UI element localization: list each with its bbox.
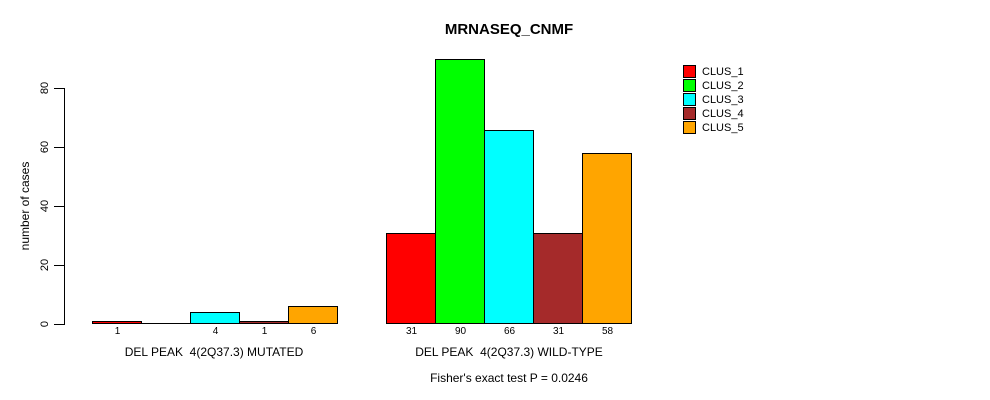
bar-CLUS_2-zero <box>141 323 191 324</box>
y-tick-mark <box>54 265 64 266</box>
bar-CLUS_3 <box>484 130 534 324</box>
y-tick-label: 40 <box>39 199 51 213</box>
y-tick-label: 0 <box>39 320 51 328</box>
legend-swatch-CLUS_5 <box>683 121 696 134</box>
bar-CLUS_2 <box>435 59 485 324</box>
bar-value-label: 31 <box>552 326 565 337</box>
bar-CLUS_3 <box>190 312 240 324</box>
bar-value-label: 1 <box>114 326 121 337</box>
legend-label-CLUS_5: CLUS_5 <box>702 122 744 134</box>
fisher-test-annotation: Fisher's exact test P = 0.0246 <box>430 371 588 385</box>
bar-CLUS_5 <box>288 306 338 324</box>
y-tick-label: 80 <box>39 81 51 95</box>
bar-CLUS_4 <box>533 233 583 324</box>
y-tick-mark <box>54 88 64 89</box>
bar-value-label: 6 <box>310 326 317 337</box>
y-tick-mark <box>54 206 64 207</box>
bar-CLUS_4 <box>239 321 289 324</box>
bar-value-label: 90 <box>454 326 467 337</box>
bar-value-label: 58 <box>601 326 614 337</box>
chart-title: MRNASEQ_CNMF <box>444 21 574 38</box>
legend-swatch-CLUS_1 <box>683 65 696 78</box>
bar-CLUS_1 <box>386 233 436 324</box>
legend-label-CLUS_2: CLUS_2 <box>702 80 744 92</box>
legend-label-CLUS_3: CLUS_3 <box>702 94 744 106</box>
legend-swatch-CLUS_4 <box>683 107 696 120</box>
legend-label-CLUS_4: CLUS_4 <box>702 108 744 120</box>
bar-CLUS_1 <box>92 321 142 324</box>
y-tick-mark <box>54 324 64 325</box>
legend-label-CLUS_1: CLUS_1 <box>702 66 744 78</box>
group-label-wild-type: DEL PEAK 4(2Q37.3) WILD-TYPE <box>415 345 603 359</box>
bar-value-label: 66 <box>503 326 516 337</box>
bar-value-label: 31 <box>405 326 418 337</box>
y-tick-label: 60 <box>39 140 51 154</box>
y-tick-label: 20 <box>39 258 51 272</box>
legend-swatch-CLUS_3 <box>683 93 696 106</box>
y-tick-mark <box>54 147 64 148</box>
y-axis-line <box>64 88 65 325</box>
bar-CLUS_5 <box>582 153 632 324</box>
group-label-mutated: DEL PEAK 4(2Q37.3) MUTATED <box>124 345 304 359</box>
legend-swatch-CLUS_2 <box>683 79 696 92</box>
bar-value-label: 1 <box>261 326 268 337</box>
y-axis-label: number of cases <box>18 161 32 251</box>
bar-value-label: 4 <box>212 326 219 337</box>
